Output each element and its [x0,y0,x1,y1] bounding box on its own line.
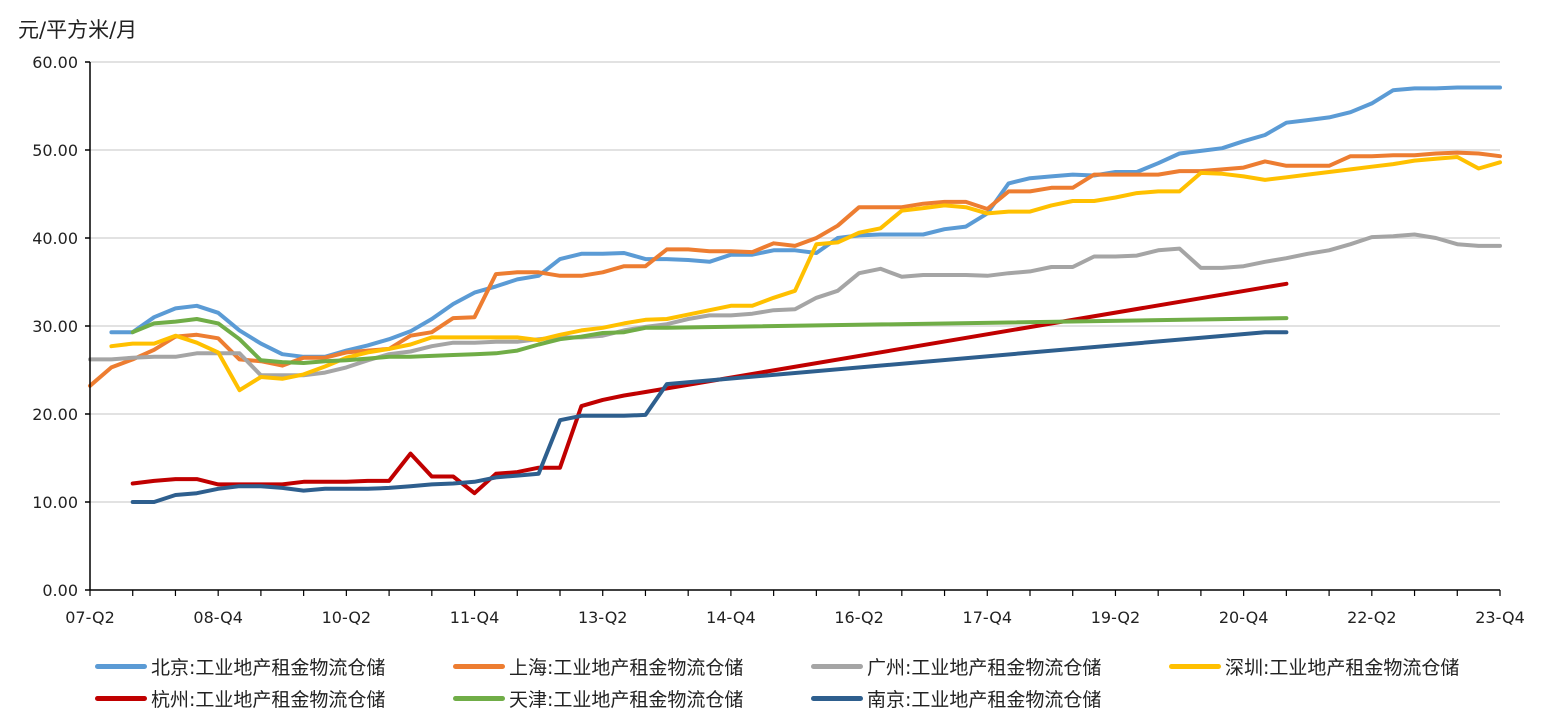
y-tick-label: 40.00 [32,229,78,248]
y-tick-label: 10.00 [32,493,78,512]
x-tick-label: 11-Q4 [450,608,500,627]
legend-swatch [811,663,863,669]
legend-label: 杭州:工业地产租金物流仓储 [151,688,386,711]
legend-row: 杭州:工业地产租金物流仓储 天津:工业地产租金物流仓储 南京:工业地产租金物流仓储 [95,682,1535,714]
legend-swatch [95,695,147,701]
y-tick-label: 50.00 [32,141,78,160]
x-tick-label: 23-Q4 [1475,608,1525,627]
legend-label: 南京:工业地产租金物流仓储 [867,688,1102,711]
series-line-0 [109,85,1502,359]
series-line-1 [88,150,1502,388]
y-tick-label: 0.00 [42,581,78,600]
x-tick-label: 17-Q4 [963,608,1013,627]
chart-legend: 北京:工业地产租金物流仓储 上海:工业地产租金物流仓储 广州:工业地产租金物流仓储 深… [95,650,1535,714]
gridlines [90,61,1500,503]
y-axis-tick-labels: 0.00 10.00 20.00 30.00 40.00 50.00 60.00 [32,53,90,600]
x-tick-label: 22-Q2 [1347,608,1397,627]
y-tick-label: 30.00 [32,317,78,336]
y-tick-label: 20.00 [32,405,78,424]
x-tick-label: 08-Q4 [193,608,243,627]
x-tick-label: 19-Q2 [1091,608,1141,627]
legend-label: 北京:工业地产租金物流仓储 [151,656,386,679]
legend-row: 北京:工业地产租金物流仓储 上海:工业地产租金物流仓储 广州:工业地产租金物流仓储 深… [95,650,1535,682]
legend-swatch [453,663,505,669]
x-tick-label: 16-Q2 [834,608,884,627]
series-line-6 [130,330,1289,504]
legend-item: 北京:工业地产租金物流仓储 [95,653,453,680]
legend-label: 天津:工业地产租金物流仓储 [509,688,744,711]
x-tick-label: 14-Q4 [706,608,756,627]
legend-item: 天津:工业地产租金物流仓储 [453,685,811,712]
legend-swatch [811,695,863,701]
x-tick-label: 10-Q2 [322,608,372,627]
legend-swatch [1169,663,1221,669]
y-tick-label: 60.00 [32,53,78,72]
legend-swatch [95,663,147,669]
x-tick-label: 20-Q4 [1219,608,1269,627]
legend-label: 广州:工业地产租金物流仓储 [867,656,1102,679]
series-line-5 [130,316,1289,365]
y-axis-unit-label: 元/平方米/月 [18,18,138,42]
x-tick-label: 07-Q2 [65,608,115,627]
legend-label: 深圳:工业地产租金物流仓储 [1225,656,1460,679]
x-tick-label: 13-Q2 [578,608,628,627]
legend-item: 南京:工业地产租金物流仓储 [811,685,1169,712]
series-line-2 [88,232,1502,378]
series-lines [88,85,1502,504]
legend-item: 深圳:工业地产租金物流仓储 [1169,653,1527,680]
legend-item: 杭州:工业地产租金物流仓储 [95,685,453,712]
x-axis-tick-labels: 07-Q2 08-Q4 10-Q2 11-Q4 13-Q2 14-Q4 16-Q2 17-Q4… [65,590,1525,627]
legend-label: 上海:工业地产租金物流仓储 [509,656,744,679]
legend-item: 广州:工业地产租金物流仓储 [811,653,1169,680]
legend-item: 上海:工业地产租金物流仓储 [453,653,811,680]
legend-swatch [453,695,505,701]
